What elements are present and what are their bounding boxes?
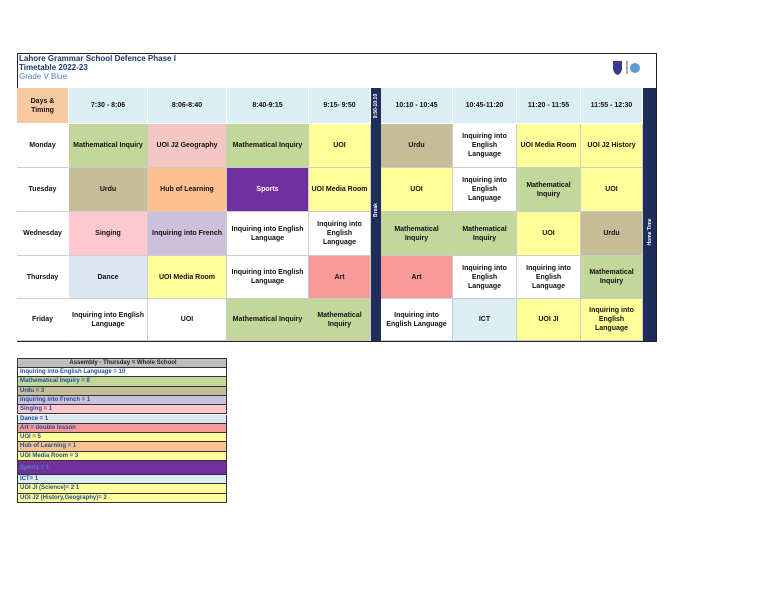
lesson-cell: UOI [309,124,371,168]
time-header: 11:20 - 11:55 [517,88,581,124]
lesson-cell: Mathematical Inquiry [581,256,643,299]
time-header: 8:06-8:40 [148,88,227,124]
day-label: Monday [17,124,69,168]
lesson-cell: Hub of Learning [148,168,227,212]
lesson-cell: Inquiring into English Language [381,299,453,341]
time-header: 9:15- 9:50 [309,88,371,124]
lesson-cell: UOI [381,168,453,212]
lesson-cell: Dance [69,256,148,299]
lesson-cell: Inquiring into English Language [581,299,643,341]
lesson-cell: UOI Media Room [517,124,581,168]
lesson-cell: UOI J2 Geography [148,124,227,168]
legend-item: UOI J2 (History,Geography)= 2 [17,493,227,503]
day-label: Friday [17,299,69,341]
legend-item: Hub of Learning = 1 [17,442,227,452]
lesson-cell: Inquiring into English Language [69,299,148,341]
lesson-cell: Singing [69,212,148,256]
legend-item: UOI Media Room = 3 [17,451,227,461]
lesson-cell: Mathematical Inquiry [453,212,517,256]
lesson-cell: UOI J2 History [581,124,643,168]
lesson-cell: Inquiring into English Language [453,168,517,212]
title-line: Timetable 2022-23 [19,63,88,72]
lesson-cell: UOI [581,168,643,212]
legend-item: Inquiring into French = 1 [17,395,227,406]
legend-item: Singing = 1 [17,405,227,415]
lesson-cell: Sports [227,168,309,212]
day-label: Thursday [17,256,69,299]
corner-cell: Days & Timing [17,88,69,124]
day-label: Tuesday [17,168,69,212]
lesson-cell: Mathematical Inquiry [517,168,581,212]
lesson-cell: Urdu [581,212,643,256]
time-header: 7:30 - 8:06 [69,88,148,124]
lesson-cell: Inquiring into English Language [309,212,371,256]
lesson-cell: UOI [148,299,227,341]
lesson-cell: Urdu [69,168,148,212]
lesson-cell: Inquiring into English Language [453,256,517,299]
home-column [643,88,656,341]
legend-item: Urdu = 3 [17,386,227,396]
break-time: 9:50-10:10 [373,93,379,119]
legend-item: UOI = 5 [17,433,227,443]
lesson-cell: Urdu [381,124,453,168]
lesson-cell: Inquiring into English Language [227,256,309,299]
title-line: Lahore Grammar School Defence Phase I [19,54,176,63]
lesson-cell: Mathematical Inquiry [227,124,309,168]
legend-item: UOI JI (Science)= 2 1 [17,484,227,494]
lesson-cell: Inquiring into French [148,212,227,256]
break-label: Break [373,203,379,217]
time-header: 10:10 - 10:45 [381,88,453,124]
lesson-cell: Inquiring into English Language [227,212,309,256]
lesson-cell: Mathematical Inquiry [69,124,148,168]
lesson-cell: UOI [517,212,581,256]
legend-heading: Assembly - Thursday = Whole School [17,358,227,368]
time-header: 8:40-9:15 [227,88,309,124]
time-header: 10:45-11:20 [453,88,517,124]
title: Lahore Grammar School Defence Phase I Ti… [19,54,176,81]
lesson-cell: Inquiring into English Language [453,124,517,168]
subtitle: Grade V Blue [19,72,68,81]
lesson-cell: Mathematical Inquiry [381,212,453,256]
time-header: 11:55 - 12:30 [581,88,643,124]
legend-item: Sports = 1 [17,461,227,475]
break-column [371,88,381,341]
legend-item: Mathematical Inquiry = 8 [17,377,227,387]
crest-icon [613,61,622,75]
globe-icon [630,63,640,73]
day-label: Wednesday [17,212,69,256]
home-label: Home Time [646,218,653,246]
lesson-cell: Inquiring into English Language [517,256,581,299]
lesson-cell: UOI Media Room [309,168,371,212]
lesson-cell: UOI JI [517,299,581,341]
lesson-cell: UOI Media Room [148,256,227,299]
lesson-cell: Mathematical Inquiry [227,299,309,341]
legend-item: Inquiring into English Language = 10 [17,368,227,378]
logos [613,61,640,75]
lesson-cell: Art [381,256,453,299]
legend-item: Art = double lesson [17,423,227,434]
lesson-cell: Art [309,256,371,299]
legend-item: Dance = 1 [17,414,227,424]
legend-item: ICT= 1 [17,475,227,485]
lesson-cell: ICT [453,299,517,341]
lesson-cell: Mathematical Inquiry [309,299,371,341]
